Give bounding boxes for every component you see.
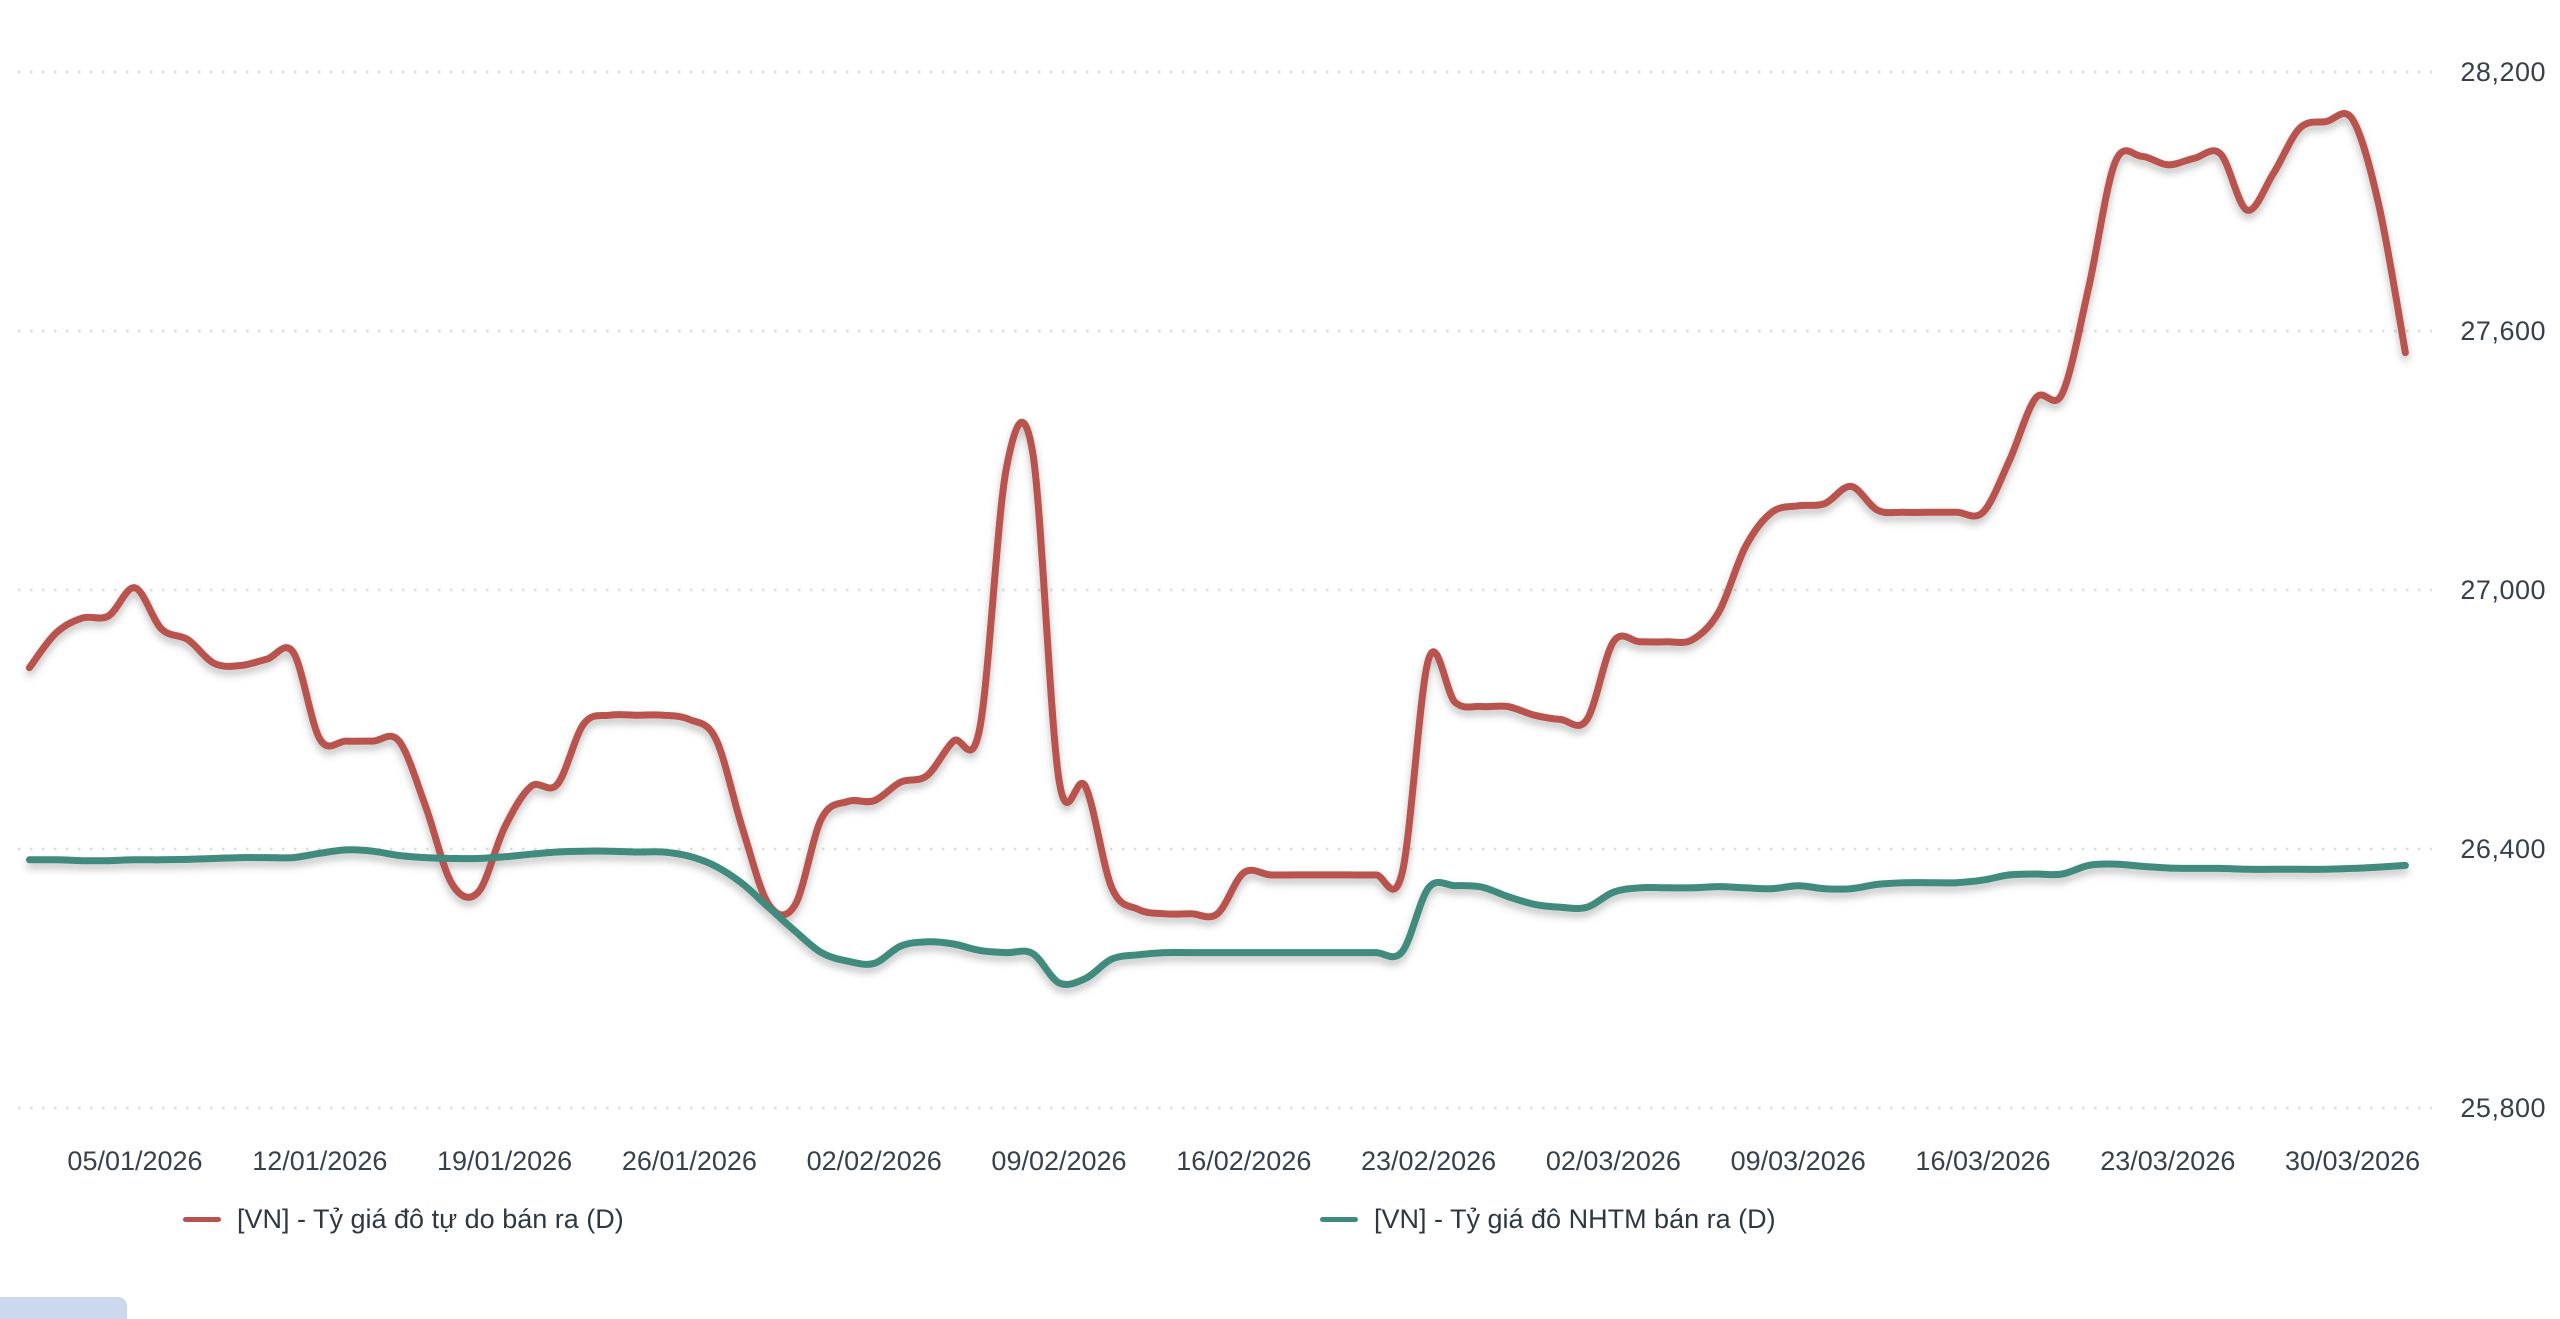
legend-label-free-market-rate: [VN] - Tỷ giá đô tự do bán ra (D) [237, 1203, 624, 1234]
x-tick-label: 23/02/2026 [1361, 1146, 1497, 1176]
x-tick-label: 05/01/2026 [67, 1146, 203, 1176]
y-tick-label: 25,800 [2460, 1093, 2546, 1123]
legend-dash-teal [1320, 1216, 1358, 1222]
series-line-bank[interactable] [25, 846, 2409, 988]
y-tick-label: 27,000 [2460, 575, 2546, 605]
y-tick-label: 26,400 [2460, 834, 2546, 864]
x-tick-label: 02/03/2026 [1545, 1146, 1681, 1176]
x-tick-label: 12/01/2026 [252, 1146, 388, 1176]
legend-label-bank-rate: [VN] - Tỷ giá đô NHTM bán ra (D) [1374, 1203, 1776, 1234]
x-tick-label: 26/01/2026 [621, 1146, 757, 1176]
x-tick-label: 19/01/2026 [437, 1146, 573, 1176]
y-tick-label: 28,200 [2460, 57, 2546, 87]
legend-item-free-market-rate[interactable]: [VN] - Tỷ giá đô tự do bán ra (D) [183, 1204, 624, 1234]
x-tick-label: 09/03/2026 [1730, 1146, 1866, 1176]
legend-dash-red [183, 1216, 221, 1222]
legend-item-bank-rate[interactable]: [VN] - Tỷ giá đô NHTM bán ra (D) [1320, 1204, 1776, 1234]
x-tick-label: 16/03/2026 [1915, 1146, 2051, 1176]
x-tick-label: 02/02/2026 [806, 1146, 942, 1176]
series-line-free-market[interactable] [25, 110, 2409, 921]
x-tick-label: 16/02/2026 [1176, 1146, 1312, 1176]
x-tick-label: 09/02/2026 [991, 1146, 1127, 1176]
x-tick-label: 30/03/2026 [2285, 1146, 2421, 1176]
y-tick-label: 27,600 [2460, 316, 2546, 346]
bottom-left-ui-fragment [0, 1297, 127, 1319]
x-tick-label: 23/03/2026 [2100, 1146, 2236, 1176]
